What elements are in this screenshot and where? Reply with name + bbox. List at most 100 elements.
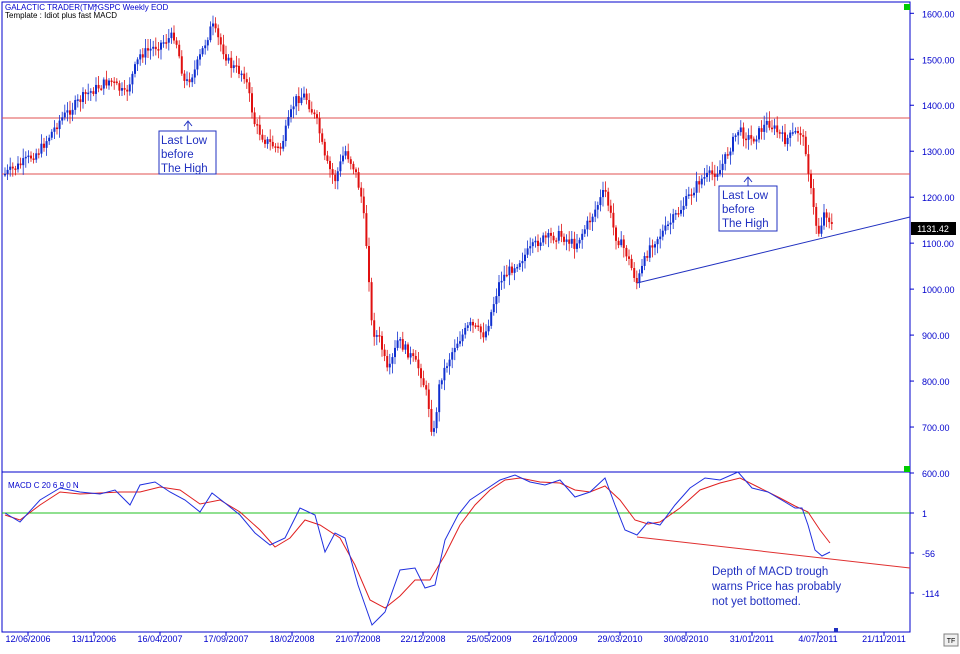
candle-body [646,256,649,258]
candle-body [342,155,344,162]
price-panel-handle[interactable] [904,4,910,10]
panel-splitter-handle[interactable] [904,466,910,472]
date-tick-label: 12/06/2006 [5,634,50,644]
candle-body [513,268,516,273]
candle-body [232,65,235,69]
candle-body [162,42,165,44]
annotation-1-line-1: Last Low [161,135,208,147]
candle-body [817,225,820,234]
candle-body [82,92,84,102]
candle-body [729,151,732,156]
candle-body [693,192,695,196]
candle-body [243,73,246,80]
template-label: Template : Idiot plus fast MACD [5,11,117,20]
candle-body [323,141,326,156]
annotation-1-line-2: before [161,149,194,161]
candle-body [739,127,742,133]
candle-body [219,37,222,45]
candle-body [737,132,740,136]
candle-body [427,389,430,409]
candle-body [633,268,636,278]
candle-body [355,169,357,173]
candle-body [430,408,433,432]
candle-body [399,339,402,341]
candle-body [555,240,558,242]
candle-body [440,380,443,385]
candle-body [568,239,571,244]
candle-body [61,117,64,121]
candle-body [230,57,233,69]
candle-body [396,340,399,348]
candle-body [622,239,625,248]
candle-body [547,232,550,238]
candle-body [781,132,784,134]
candle-body [812,188,815,207]
candle-body [456,343,459,348]
corner-label: TF [947,638,956,645]
candle-body [820,225,823,234]
candle-body [503,274,506,281]
price-tick-label: 1000.00 [922,285,955,295]
candle-body [542,235,545,243]
candle-body [316,114,318,119]
macd-annotation-line-3: not yet bottomed. [712,596,801,608]
candle-body [680,209,682,214]
candle-body [206,40,209,46]
candle-body [71,109,74,115]
corner-box[interactable] [943,633,959,647]
candle-body [786,137,789,145]
candle-body [121,88,123,91]
candle-body [401,339,404,350]
candle-body [672,214,675,223]
candle-body [531,242,534,247]
date-tick-label: 18/02/2008 [269,634,314,644]
candle-body [264,139,266,144]
candle-body [134,64,136,74]
candle-body [409,353,412,358]
macd-panel-frame [1,471,911,633]
candle-body [550,232,552,236]
candle-body [50,131,53,138]
date-tick-label: 16/04/2007 [137,634,182,644]
candle-body [446,366,448,368]
candle-body [53,127,56,132]
cursor-marker [834,628,838,632]
candle-body [802,135,805,137]
candle-body [308,99,311,110]
candle-body [277,146,279,149]
candle-body [560,230,563,237]
candle-body [97,84,100,89]
macd-tick-label: -114 [922,589,939,599]
candle-body [448,359,451,367]
candle-body [823,212,825,226]
candle-body [810,173,812,189]
candle-body [586,220,589,230]
candle-body [253,112,256,125]
candle-body [178,44,181,57]
macd-annotation-line-2: warns Price has probably [711,581,841,593]
candle-body [388,363,391,368]
candle-body [726,154,729,156]
date-tick-label: 21/11/2011 [862,634,906,644]
candle-body [344,151,347,156]
candle-body [661,230,664,237]
date-tick-label: 17/09/2007 [203,634,248,644]
candle-body [222,44,225,55]
candle-body [557,230,560,241]
candle-body [157,49,160,51]
candle-body [261,134,264,140]
candle-body [37,153,40,155]
date-tick-label: 13/11/2006 [72,634,116,644]
candle-body [56,127,58,130]
date-tick-label: 21/07/2008 [335,634,380,644]
candle-body [175,40,178,45]
candle-body [700,178,703,185]
candle-body [583,229,586,234]
candle-body [776,125,779,133]
candle-body [469,321,472,326]
candle-body [516,266,519,269]
annotation-last-low-1: Last Low before The High [158,120,217,175]
candle-body [664,225,667,231]
candle-body [791,132,794,134]
